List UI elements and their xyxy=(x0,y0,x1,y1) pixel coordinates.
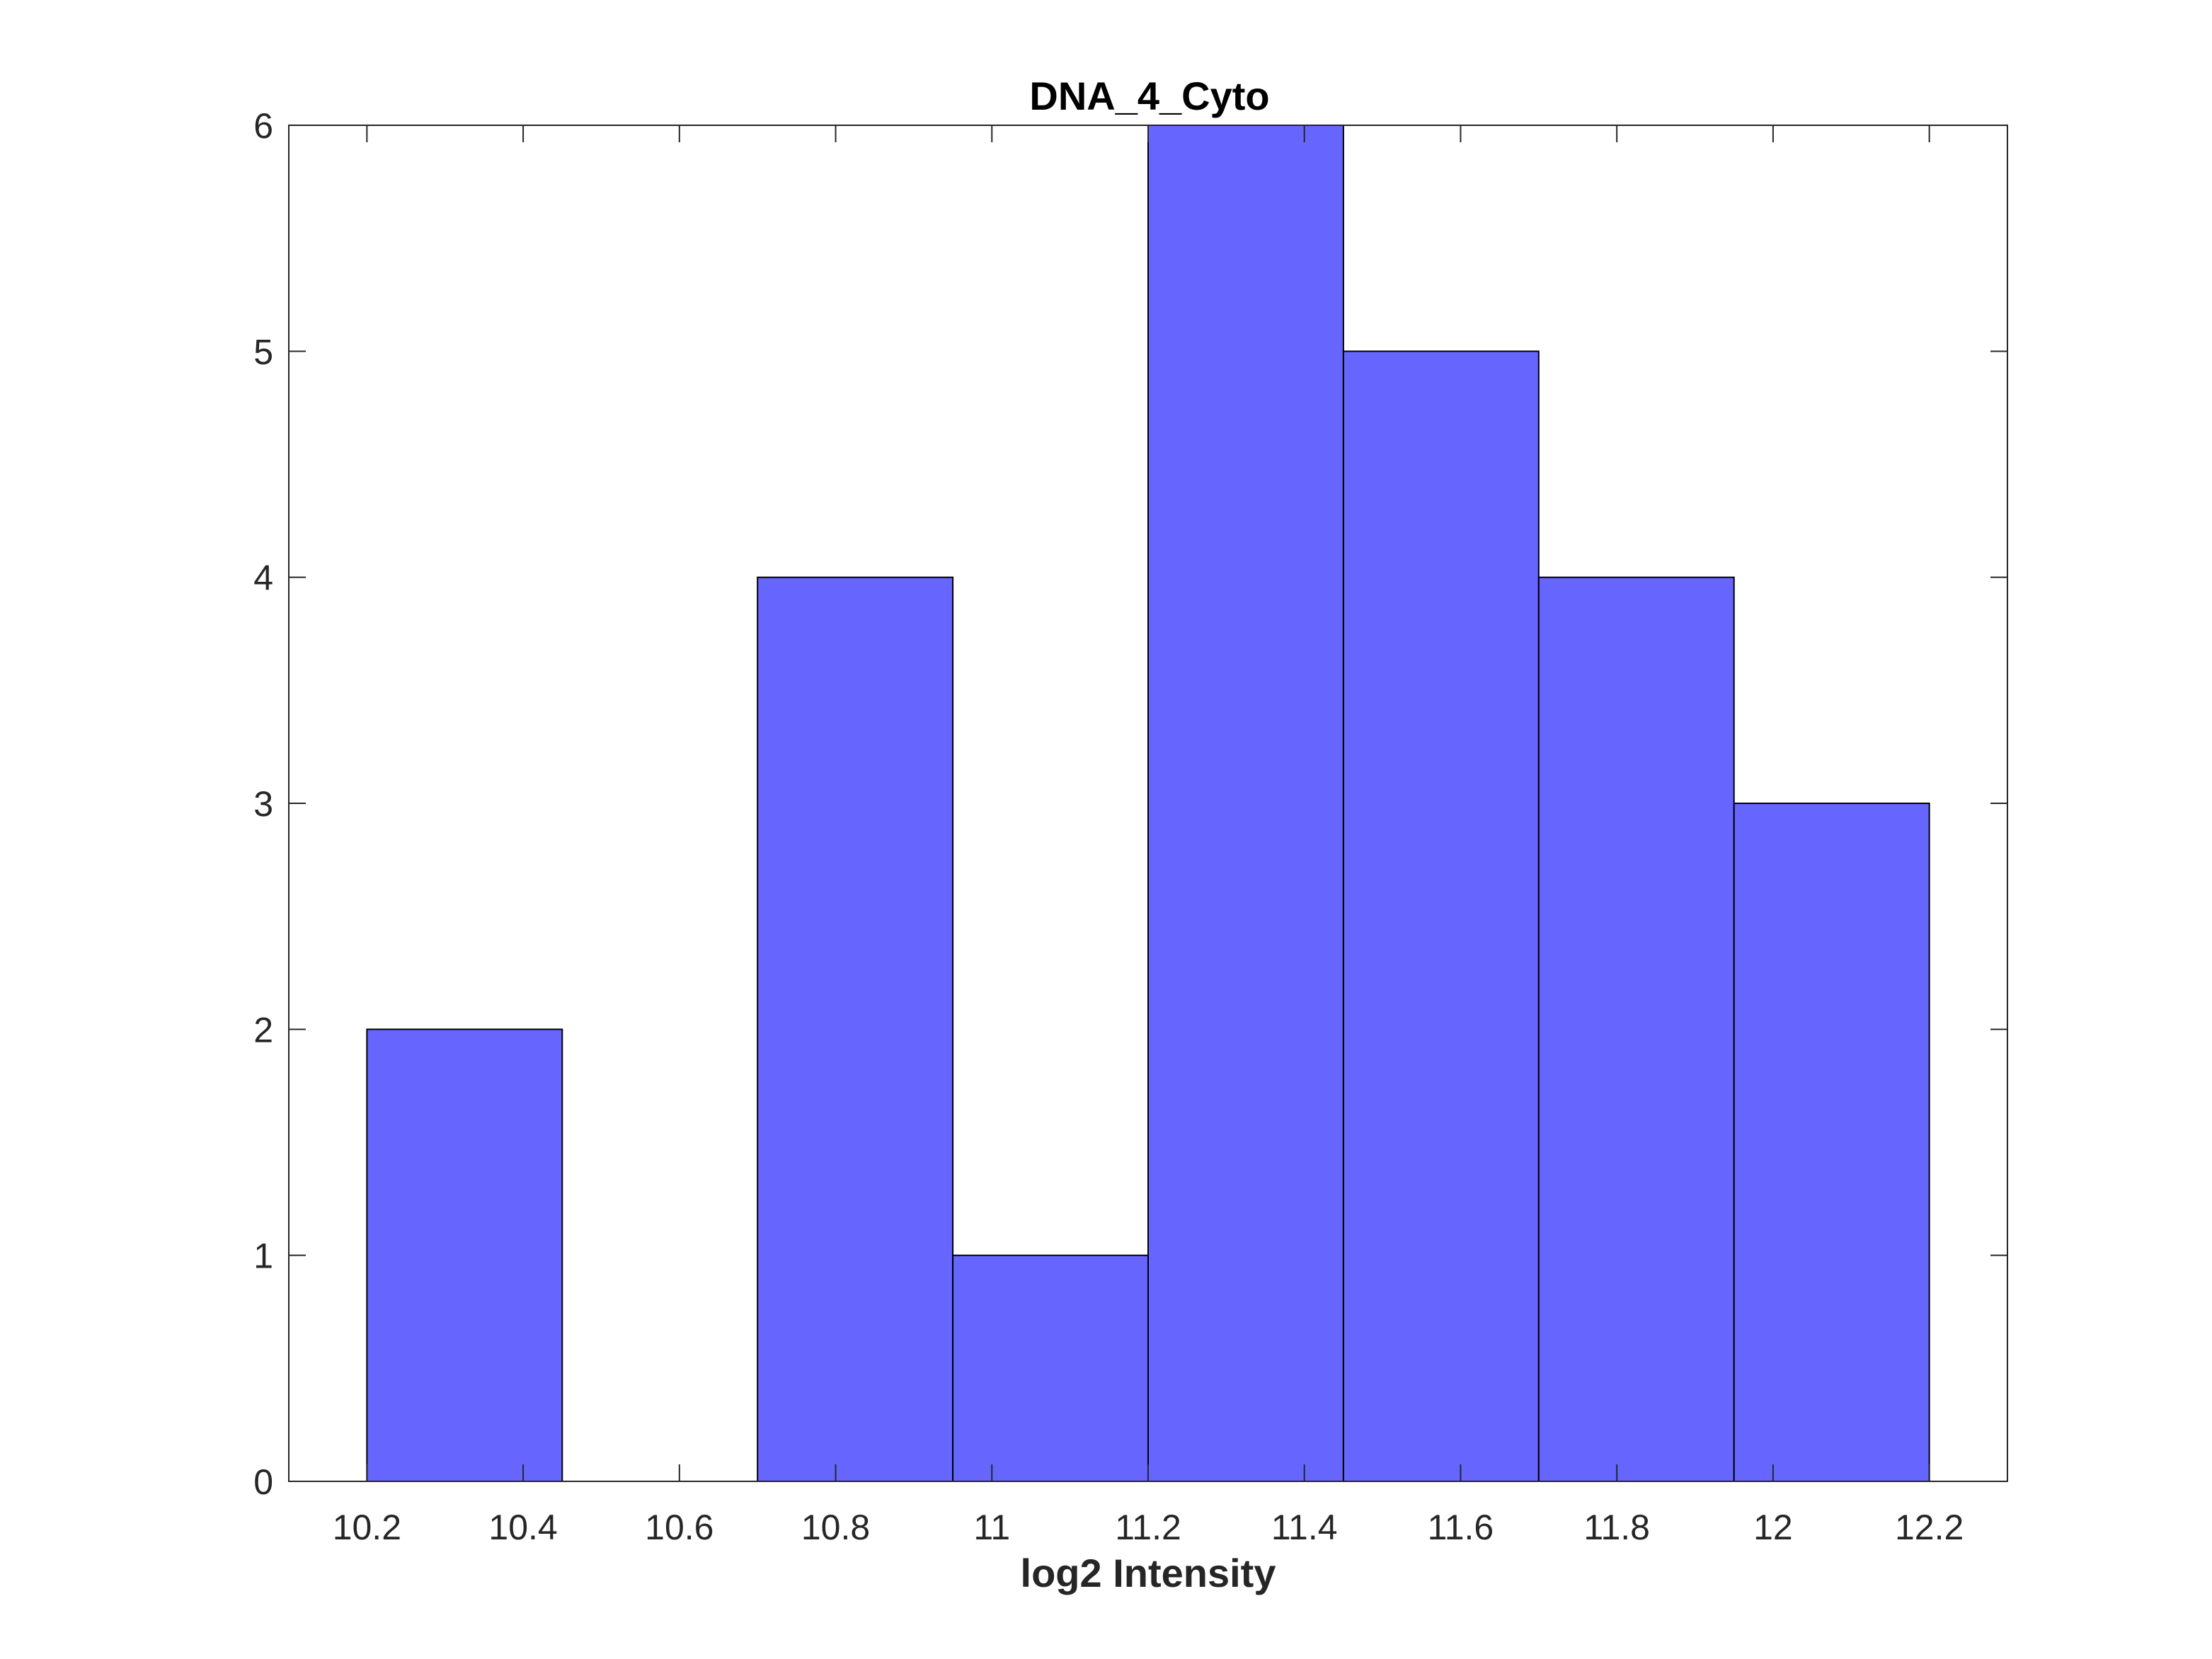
histogram-bar xyxy=(366,1028,563,1483)
y-tick-label: 5 xyxy=(253,332,273,372)
tick-labels-group: 10.2 10.4 10.6 10.8 11 11.2 11.4 11.6 11.8 12 12.2… xyxy=(253,106,1964,1547)
histogram-bar xyxy=(757,576,954,1483)
ticks-group xyxy=(289,125,2007,1482)
y-tick-label: 2 xyxy=(253,1010,273,1050)
histogram-bar xyxy=(1733,803,1930,1482)
x-tick-label: 12.2 xyxy=(1895,1508,1964,1547)
x-tick-label: 10.6 xyxy=(645,1508,714,1547)
y-tick-label: 4 xyxy=(253,558,273,598)
bars-group xyxy=(366,125,1930,1483)
chart-title: DNA_4_Cyto xyxy=(1029,74,1269,118)
x-tick-label: 10.4 xyxy=(488,1508,557,1547)
x-tick-label: 11.2 xyxy=(1115,1508,1181,1547)
y-tick-label: 3 xyxy=(253,784,273,824)
y-tick-label: 1 xyxy=(253,1236,273,1276)
x-tick-label: 11 xyxy=(973,1508,1010,1547)
y-tick-label: 0 xyxy=(253,1462,273,1502)
histogram-bar xyxy=(1537,576,1735,1483)
x-tick-label: 11.6 xyxy=(1428,1508,1494,1547)
x-axis-title: log2 Intensity xyxy=(1021,1551,1276,1595)
histogram-bar xyxy=(952,1254,1150,1482)
x-tick-label: 10.2 xyxy=(333,1508,401,1547)
y-tick-label: 6 xyxy=(253,106,273,146)
x-tick-label: 12 xyxy=(1753,1508,1793,1547)
x-tick-label: 10.8 xyxy=(801,1508,870,1547)
histogram-bar xyxy=(1342,350,1540,1482)
x-tick-label: 11.8 xyxy=(1583,1508,1650,1547)
x-tick-label: 11.4 xyxy=(1271,1508,1338,1547)
histogram-bar xyxy=(1147,125,1344,1482)
